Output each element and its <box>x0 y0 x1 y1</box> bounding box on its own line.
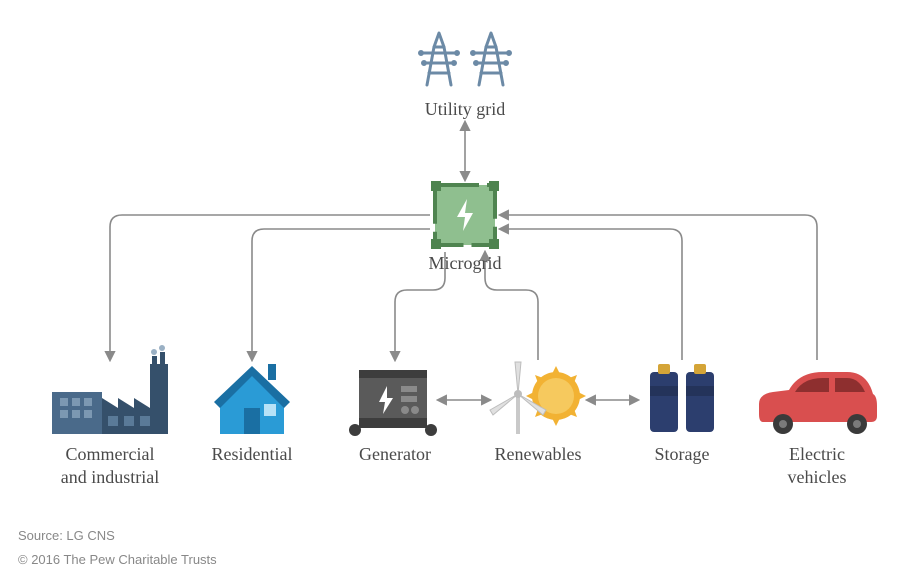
label-generator: Generator <box>325 443 465 466</box>
label-microgrid: Microgrid <box>395 252 535 275</box>
edge-microgrid-commercial <box>110 215 430 360</box>
edge-storage-microgrid <box>500 229 682 360</box>
label-renewables: Renewables <box>468 443 608 466</box>
source-note: Source: LG CNS <box>18 528 115 543</box>
diagram-svg <box>0 0 900 578</box>
label-utility-grid: Utility grid <box>395 98 535 121</box>
residential-icon <box>214 364 290 434</box>
label-residential: Residential <box>182 443 322 466</box>
label-commercial: Commercialand industrial <box>30 443 190 488</box>
diagram-canvas: Utility grid Microgrid Commercialand ind… <box>0 0 900 578</box>
copyright-note: © 2016 The Pew Charitable Trusts <box>18 552 217 567</box>
edge-microgrid-residential <box>252 229 430 360</box>
electric-vehicle-icon <box>759 372 877 434</box>
generator-icon <box>349 370 437 436</box>
utility-grid-icon <box>420 33 511 85</box>
storage-icon <box>650 364 714 432</box>
renewables-icon <box>490 362 586 434</box>
microgrid-icon <box>431 181 499 249</box>
edge-ev-microgrid <box>500 215 817 360</box>
label-storage: Storage <box>612 443 752 466</box>
label-ev: Electricvehicles <box>747 443 887 488</box>
